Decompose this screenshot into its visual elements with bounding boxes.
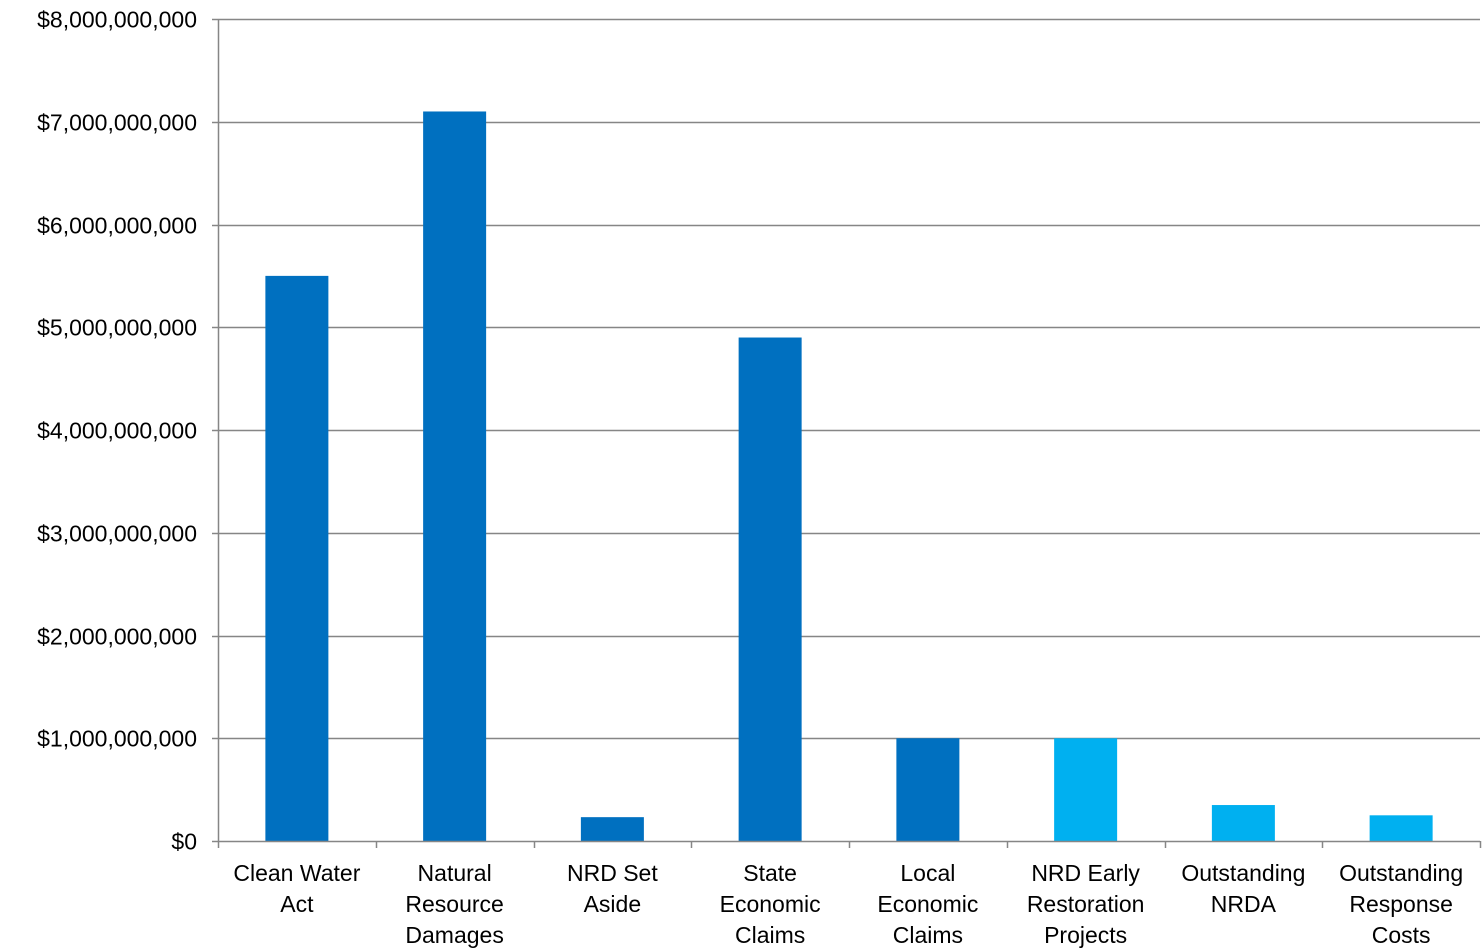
x-category-label-line: Outstanding [1339,860,1463,886]
x-category-label-line: Outstanding [1181,860,1305,886]
bar [423,111,487,842]
x-category-label: NRD Early Restoration Projects [1027,860,1145,948]
bar [580,817,644,841]
x-category-label-line: Local [900,860,955,886]
x-category-label-line: Costs [1372,922,1431,948]
bar [1369,815,1433,841]
x-category-label: Local Economic Claims [877,860,978,948]
x-category-label-line: Response [1349,891,1453,917]
x-category-label-line: NRD Set [567,860,658,886]
x-category-label-line: Projects [1044,922,1127,948]
y-tick-label: $6,000,000,000 [37,213,197,239]
axes [212,18,1482,848]
x-category-label: Outstanding NRDA [1181,860,1305,917]
bar [1211,805,1275,841]
x-axis-category-labels: Clean Water Act Natural Resource Damages NRD … [233,860,1463,948]
x-category-label-line: Restoration [1027,891,1145,917]
gridlines [218,18,1480,740]
x-category-label-line: Natural [418,860,492,886]
x-category-label-line: Damages [405,922,503,948]
y-tick-label: $4,000,000,000 [37,418,197,444]
x-category-label-line: Claims [735,922,805,948]
x-category-label-line: Resource [405,891,503,917]
x-category-label: Natural Resource Damages [405,860,503,948]
y-tick-label: $8,000,000,000 [37,7,197,33]
y-tick-label: $2,000,000,000 [37,624,197,650]
bar [265,275,329,842]
x-category-label-line: Economic [720,891,821,917]
bar [896,738,960,841]
x-category-label-line: Aside [584,891,642,917]
x-category-label-line: Act [280,891,314,917]
y-tick-label: $0 [171,829,197,855]
x-category-label: State Economic Claims [720,860,821,948]
y-tick-label: $5,000,000,000 [37,315,197,341]
x-category-label: Clean Water Act [233,860,360,917]
x-category-label-line: Economic [877,891,978,917]
x-category-label: Outstanding Response Costs [1339,860,1463,948]
x-category-label-line: Claims [893,922,963,948]
y-tick-label: $3,000,000,000 [37,521,197,547]
x-category-label-line: NRD Early [1031,860,1140,886]
x-category-label-line: State [743,860,797,886]
y-tick-label: $1,000,000,000 [37,726,197,752]
x-category-label-line: NRDA [1211,891,1277,917]
y-axis-tick-labels: $0 $1,000,000,000 $2,000,000,000 $3,000,000… [37,7,197,855]
x-category-label-line: Clean Water [233,860,360,886]
bar [738,337,802,841]
bars [265,111,1433,842]
bar [1054,738,1118,841]
y-tick-label: $7,000,000,000 [37,110,197,136]
x-category-label: NRD Set Aside [567,860,658,917]
